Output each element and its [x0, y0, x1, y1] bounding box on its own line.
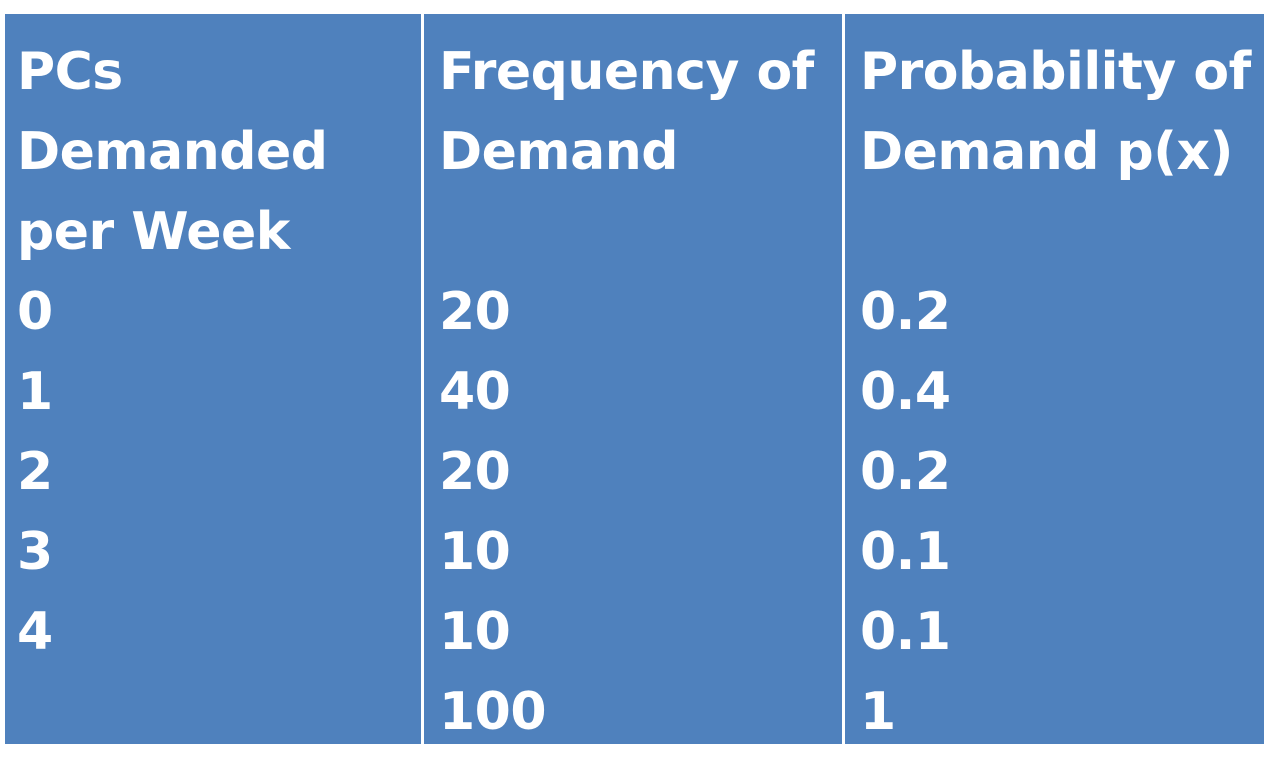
table-cell: 20 [439, 282, 511, 342]
column-header-line: Probability of [860, 42, 1251, 102]
table-cell: 4 [17, 602, 53, 662]
table-cell: 2 [17, 442, 53, 502]
column-header-line: Frequency of [439, 42, 814, 102]
table-cell: 0.2 [860, 442, 951, 502]
column-probability: Probability of Demand p(x) 0.2 0.4 0.2 0… [845, 14, 1264, 744]
table-cell: 0.2 [860, 282, 951, 342]
table-cell: 40 [439, 362, 511, 422]
column-pcs-demanded: PCs Demanded per Week 0 1 2 3 4 [5, 14, 421, 744]
table-cell: 0.4 [860, 362, 951, 422]
column-header-line: per Week [17, 202, 290, 262]
table-cell-total: 1 [860, 682, 896, 742]
column-header-line [860, 192, 1264, 272]
column-frequency: Frequency of Demand 20 40 20 10 10 100 [424, 14, 842, 744]
table-cell: 0 [17, 282, 53, 342]
table-cell: 20 [439, 442, 511, 502]
column-header-line [439, 192, 842, 272]
table-cell: 1 [17, 362, 53, 422]
column-header-line: Demand [439, 122, 678, 182]
table-cell: 10 [439, 522, 511, 582]
table-cell [17, 672, 421, 752]
table-cell: 3 [17, 522, 53, 582]
table-cell: 0.1 [860, 602, 951, 662]
column-header-line: Demanded [17, 122, 328, 182]
table-cell: 0.1 [860, 522, 951, 582]
demand-probability-table: PCs Demanded per Week 0 1 2 3 4 Frequenc… [5, 14, 1264, 744]
column-header-line: Demand p(x) [860, 122, 1233, 182]
table-cell: 10 [439, 602, 511, 662]
table-cell-total: 100 [439, 682, 547, 742]
column-header-line: PCs [17, 42, 123, 102]
